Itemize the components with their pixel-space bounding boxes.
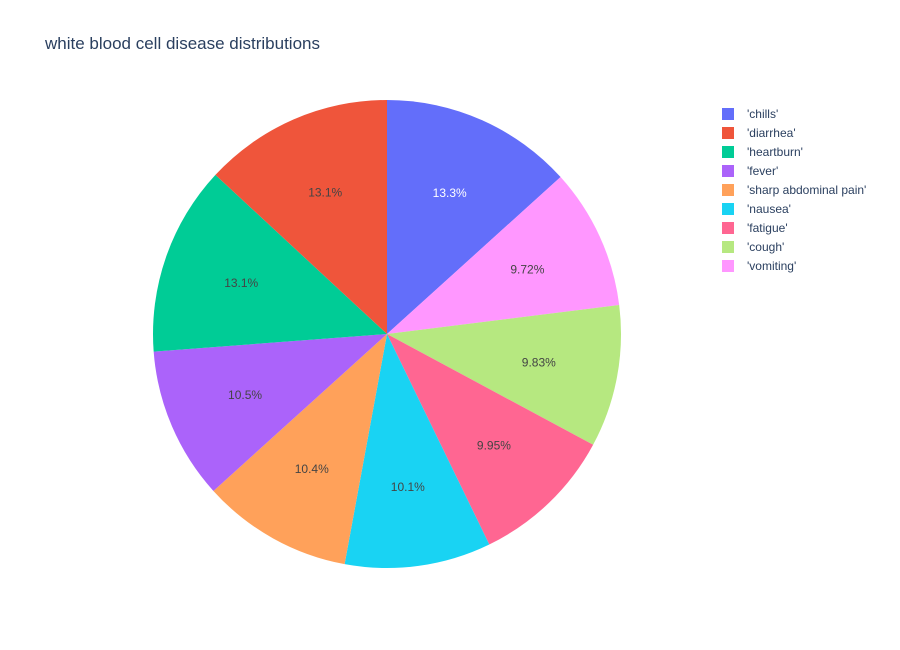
slice-label-cough: 9.83% — [522, 355, 556, 369]
legend-swatch — [722, 107, 734, 120]
legend-swatch — [722, 126, 734, 139]
legend-item-sharp-abdominal-pain[interactable]: 'sharp abdominal pain' — [722, 180, 866, 199]
legend-label: 'diarrhea' — [747, 125, 796, 140]
slice-label-heartburn: 13.1% — [224, 276, 258, 290]
legend-item-fatigue[interactable]: 'fatigue' — [722, 218, 866, 237]
slice-label-fever: 10.5% — [228, 388, 262, 402]
pie-slice-heartburn[interactable] — [153, 174, 387, 352]
pie-slice-cough[interactable] — [387, 304, 621, 445]
legend-label: 'nausea' — [747, 201, 791, 216]
slice-label-sharp-abdominal-pain: 10.4% — [295, 462, 329, 476]
pie-slice-diarrhea[interactable] — [215, 100, 387, 334]
pie-slice-fever[interactable] — [153, 334, 387, 491]
slice-label-diarrhea: 13.1% — [308, 185, 342, 199]
legend-swatch — [722, 202, 734, 215]
slice-label-chills: 13.3% — [433, 186, 467, 200]
legend-swatch — [722, 145, 734, 158]
legend-item-chills[interactable]: 'chills' — [722, 104, 866, 123]
legend-item-nausea[interactable]: 'nausea' — [722, 199, 866, 218]
legend-swatch — [722, 221, 734, 234]
pie-slice-vomiting[interactable] — [387, 177, 620, 334]
legend-item-diarrhea[interactable]: 'diarrhea' — [722, 123, 866, 142]
chart-title: white blood cell disease distributions — [45, 34, 320, 53]
legend-swatch — [722, 240, 734, 253]
legend-label: 'fever' — [747, 163, 779, 178]
legend-label: 'cough' — [747, 239, 785, 254]
pie-slice-fatigue[interactable] — [387, 334, 594, 545]
legend-item-heartburn[interactable]: 'heartburn' — [722, 142, 866, 161]
pie-slice-sharp-abdominal-pain[interactable] — [213, 334, 387, 565]
legend-label: 'heartburn' — [747, 144, 803, 159]
legend-label: 'vomiting' — [747, 258, 797, 273]
slice-label-vomiting: 9.72% — [510, 263, 544, 277]
pie-slice-chills[interactable] — [387, 100, 561, 334]
legend-swatch — [722, 183, 734, 196]
slice-label-nausea: 10.1% — [391, 480, 425, 494]
legend-item-vomiting[interactable]: 'vomiting' — [722, 256, 866, 275]
legend-swatch — [722, 259, 734, 272]
legend-label: 'sharp abdominal pain' — [747, 182, 867, 197]
legend: 'chills' 'diarrhea' 'heartburn' 'fever' 'sha… — [722, 104, 866, 275]
legend-item-cough[interactable]: 'cough' — [722, 237, 866, 256]
legend-label: 'chills' — [747, 106, 779, 121]
legend-item-fever[interactable]: 'fever' — [722, 161, 866, 180]
legend-swatch — [722, 164, 734, 177]
legend-label: 'fatigue' — [747, 220, 788, 235]
slice-label-fatigue: 9.95% — [477, 438, 511, 452]
pie-slice-nausea[interactable] — [344, 334, 490, 568]
